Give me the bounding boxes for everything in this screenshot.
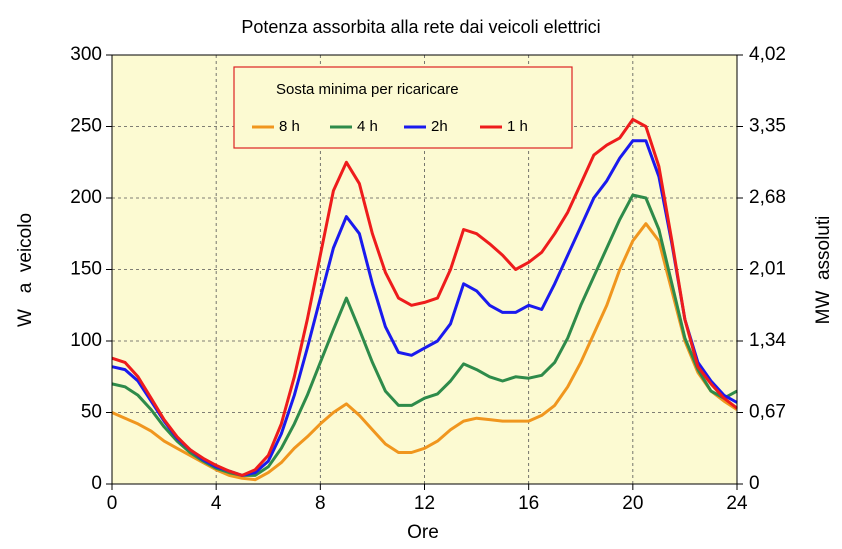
legend-label: 8 h	[279, 118, 300, 135]
legend-title: Sosta minima per ricaricare	[276, 81, 459, 98]
x-axis-label: Ore	[407, 522, 439, 543]
y-tick-label: 300	[70, 44, 102, 65]
legend: Sosta minima per ricaricare 8 h 4 h 2h 1 h	[233, 66, 573, 149]
y2-tick-label: 0,67	[749, 402, 786, 423]
legend-label: 2h	[431, 118, 448, 135]
y-tick-label: 250	[70, 116, 102, 137]
legend-label: 4 h	[357, 118, 378, 135]
chart-title: Potenza assorbita alla rete dai veicoli …	[241, 17, 600, 37]
y-tick-label: 200	[70, 187, 102, 208]
y2-tick-label: 0	[749, 473, 760, 494]
x-tick-label: 12	[414, 493, 435, 514]
x-tick-label: 16	[518, 493, 539, 514]
y-axis-label: W a veicolo	[15, 213, 36, 327]
y2-tick-label: 2,68	[749, 187, 786, 208]
x-tick-label: 0	[107, 493, 118, 514]
y-tick-label: 0	[91, 473, 102, 494]
y-tick-label: 50	[81, 402, 102, 423]
x-tick-label: 4	[211, 493, 222, 514]
legend-label: 1 h	[507, 118, 528, 135]
y2-tick-label: 1,34	[749, 330, 786, 351]
y2-axis-label: MW assoluti	[813, 216, 834, 325]
series-line	[111, 117, 738, 477]
x-tick-label: 8	[315, 493, 326, 514]
y2-tick-label: 3,35	[749, 116, 786, 137]
legend-box	[233, 66, 573, 149]
y-tick-label: 100	[70, 330, 102, 351]
x-tick-label: 24	[726, 493, 748, 514]
plot-frame	[111, 54, 738, 485]
x-tick-label: 20	[622, 493, 643, 514]
y2-tick-label: 2,01	[749, 259, 786, 280]
y2-tick-label: 4,02	[749, 44, 786, 65]
y-tick-label: 150	[70, 259, 102, 280]
